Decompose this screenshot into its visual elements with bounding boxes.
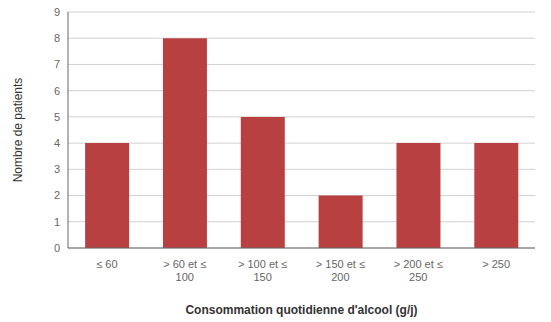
svg-text:> 250: > 250 xyxy=(482,258,510,270)
svg-text:> 100 et ≤150: > 100 et ≤150 xyxy=(238,258,287,283)
svg-text:6: 6 xyxy=(54,85,60,97)
svg-text:1: 1 xyxy=(54,216,60,228)
svg-text:3: 3 xyxy=(54,163,60,175)
svg-text:4: 4 xyxy=(54,137,60,149)
svg-text:9: 9 xyxy=(54,6,60,18)
svg-text:7: 7 xyxy=(54,58,60,70)
svg-text:2: 2 xyxy=(54,189,60,201)
svg-text:Nombre de patients: Nombre de patients xyxy=(11,78,25,183)
svg-text:0: 0 xyxy=(54,242,60,254)
svg-text:5: 5 xyxy=(54,111,60,123)
svg-text:> 150 et ≤200: > 150 et ≤200 xyxy=(316,258,365,283)
svg-text:> 60 et ≤100: > 60 et ≤100 xyxy=(163,258,206,283)
svg-text:8: 8 xyxy=(54,32,60,44)
svg-text:> 200 et ≤250: > 200 et ≤250 xyxy=(394,258,443,283)
svg-text:≤ 60: ≤ 60 xyxy=(96,258,117,270)
svg-text:Consommation quotidienne d'alc: Consommation quotidienne d'alcool (g/j) xyxy=(185,303,417,317)
